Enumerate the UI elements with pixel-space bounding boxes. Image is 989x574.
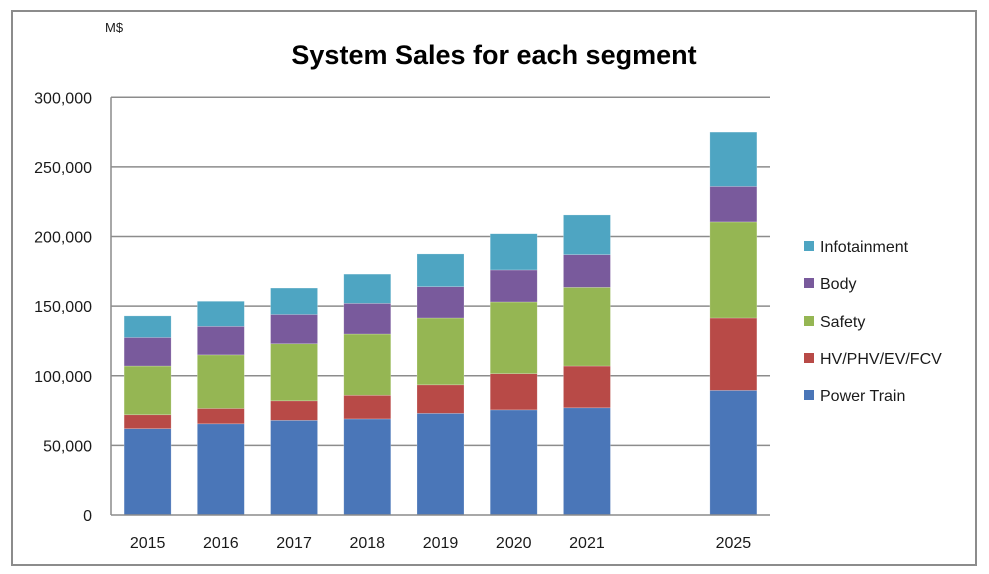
- bar-segment-infotainment: [563, 214, 611, 255]
- y-tick-label: 250,000: [34, 160, 92, 177]
- bar-segment-power-train: [709, 390, 758, 516]
- bar-segment-body: [197, 326, 245, 356]
- x-tick-label: 2016: [203, 535, 239, 552]
- legend-item: Power Train: [804, 388, 905, 405]
- bar-stack-2020: [489, 233, 538, 516]
- bar-segment-safety: [123, 365, 172, 416]
- legend-item: Body: [804, 276, 856, 293]
- bar-segment-power-train: [123, 428, 172, 516]
- bar-stack-2025: [709, 131, 758, 516]
- bar-segment-body: [270, 314, 318, 345]
- bar-segment-body: [709, 186, 758, 223]
- legend-swatch: [804, 241, 814, 251]
- bar-stack-2015: [123, 315, 172, 516]
- axes: [110, 97, 770, 516]
- bar-segment-safety: [416, 317, 465, 386]
- bar-stack-2016: [197, 300, 245, 516]
- bar-segment-body: [416, 286, 465, 319]
- legend-label: Body: [820, 276, 856, 293]
- y-tick-label: 300,000: [34, 90, 92, 107]
- bar-segment-power-train: [343, 418, 392, 516]
- x-tick-label: 2021: [569, 535, 605, 552]
- bar-segment-hv-phv-ev-fcv: [416, 384, 465, 414]
- bar-segment-hv-phv-ev-fcv: [270, 400, 318, 421]
- bar-segment-body: [563, 254, 611, 288]
- bar-stack-2018: [343, 273, 392, 516]
- bar-segment-safety: [197, 354, 245, 409]
- bar-segment-power-train: [197, 423, 245, 516]
- bar-segment-hv-phv-ev-fcv: [709, 317, 758, 391]
- legend-item: HV/PHV/EV/FCV: [804, 351, 942, 368]
- x-tick-label: 2020: [496, 535, 532, 552]
- bar-segment-infotainment: [489, 233, 538, 271]
- bar-stack-2017: [270, 287, 318, 516]
- bar-segment-safety: [343, 333, 392, 396]
- bar-segment-safety: [489, 301, 538, 374]
- legend-swatch: [804, 278, 814, 288]
- bar-segment-power-train: [489, 409, 538, 516]
- bar-segment-infotainment: [123, 315, 172, 338]
- x-tick-label: 2019: [423, 535, 459, 552]
- bar-segment-infotainment: [709, 131, 758, 187]
- bar-segment-hv-phv-ev-fcv: [489, 373, 538, 411]
- y-tick-label: 150,000: [34, 299, 92, 316]
- bar-segment-hv-phv-ev-fcv: [197, 408, 245, 425]
- legend-label: Safety: [820, 314, 865, 331]
- legend-swatch: [804, 316, 814, 326]
- x-tick-label: 2025: [716, 535, 752, 552]
- bar-segment-infotainment: [197, 300, 245, 327]
- y-tick-label: 200,000: [34, 230, 92, 247]
- bar-segment-safety: [270, 343, 318, 402]
- legend-label: Power Train: [820, 388, 905, 405]
- x-tick-label: 2018: [349, 535, 385, 552]
- bar-segment-infotainment: [343, 273, 392, 304]
- y-tick-label: 100,000: [34, 369, 92, 386]
- bar-segment-power-train: [563, 407, 611, 516]
- x-tick-label: 2017: [276, 535, 312, 552]
- bar-segment-safety: [563, 287, 611, 367]
- y-tick-label: 50,000: [43, 438, 92, 455]
- bars: [123, 131, 758, 516]
- legend: Infotainment Body Safety HV/PHV/EV/FCV Power…: [804, 239, 942, 405]
- bar-segment-body: [343, 303, 392, 335]
- legend-item: Safety: [804, 314, 865, 331]
- legend-label: Infotainment: [820, 239, 909, 256]
- y-unit-label: M$: [105, 20, 124, 35]
- bar-segment-power-train: [270, 420, 318, 516]
- bar-segment-hv-phv-ev-fcv: [343, 394, 392, 420]
- bar-stack-2021: [563, 214, 611, 516]
- legend-swatch: [804, 353, 814, 363]
- bar-segment-hv-phv-ev-fcv: [123, 414, 172, 429]
- bar-segment-infotainment: [416, 253, 465, 287]
- chart-title: System Sales for each segment: [291, 40, 696, 70]
- bar-segment-infotainment: [270, 287, 318, 315]
- y-axis-ticks: 0 50,000 100,000 150,000 200,000 250,000 300,0…: [34, 90, 92, 525]
- legend-label: HV/PHV/EV/FCV: [820, 351, 942, 368]
- bar-segment-power-train: [416, 413, 465, 516]
- bar-segment-safety: [709, 221, 758, 319]
- bar-segment-body: [489, 269, 538, 303]
- legend-item: Infotainment: [804, 239, 909, 256]
- legend-swatch: [804, 390, 814, 400]
- y-tick-label: 0: [83, 508, 92, 525]
- x-tick-label: 2015: [130, 535, 166, 552]
- x-axis-ticks: 2015 2016 2017 2018 2019 2020 2021 2025: [130, 535, 751, 552]
- bar-segment-body: [123, 337, 172, 367]
- bar-segment-hv-phv-ev-fcv: [563, 365, 611, 409]
- bar-stack-2019: [416, 253, 465, 516]
